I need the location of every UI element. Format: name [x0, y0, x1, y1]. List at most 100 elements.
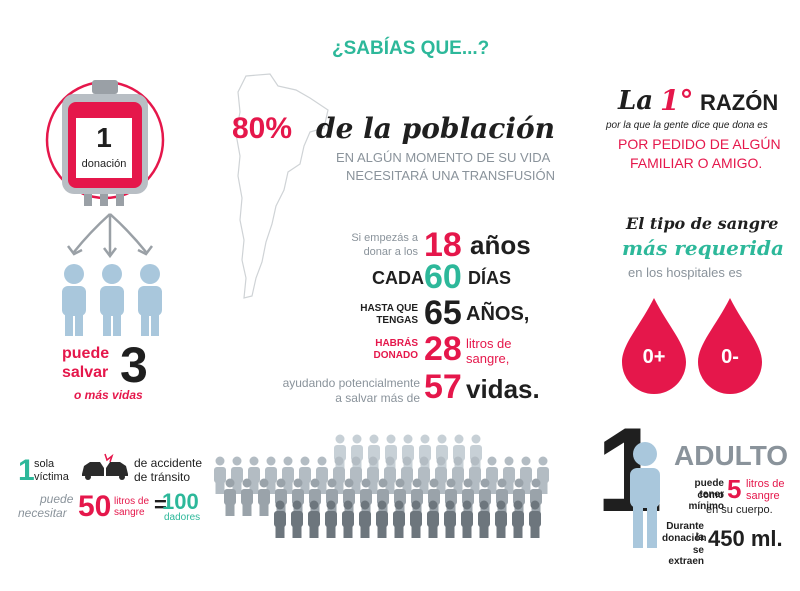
reason-la: La: [618, 86, 654, 116]
save-count: 3: [120, 337, 148, 393]
crowd-person-icon: [326, 478, 338, 516]
every-label: CADA: [372, 268, 424, 288]
help-num: 57: [424, 368, 462, 406]
every-num: 60: [424, 258, 462, 296]
bloodtype-line3: en los hospitales es: [628, 265, 743, 280]
crowd-person-icon: [384, 456, 396, 494]
crowd-person-icon: [495, 500, 507, 538]
crowd-icon: [214, 434, 549, 538]
adult-title: ADULTO: [674, 440, 789, 471]
reason-answer2: FAMILIAR O AMIGO.: [630, 155, 763, 171]
crowd-person-icon: [496, 478, 508, 516]
save-line2: salvar: [62, 364, 109, 381]
header-title: ¿SABÍAS QUE...?: [332, 38, 490, 59]
blood-bag-icon: [45, 80, 165, 206]
crowd-person-icon: [411, 478, 423, 516]
crowd-person-icon: [368, 434, 380, 472]
crowd-person-icon: [231, 456, 243, 494]
blood-drop-icon: [622, 298, 686, 394]
adult-during3: se extraen: [668, 545, 704, 567]
adult-body: en su cuerpo.: [706, 504, 773, 516]
car-crash-icon: [82, 453, 128, 480]
crowd-person-icon: [224, 478, 236, 516]
accident-num: 1: [18, 454, 35, 487]
arrows-icon: [67, 213, 153, 259]
crowd-person-icon: [265, 456, 277, 494]
population-sub1: EN ALGÚN MOMENTO DE SU VIDA: [336, 150, 551, 165]
accident-small2: víctima: [34, 471, 69, 483]
crowd-person-icon: [376, 500, 388, 538]
bloodtype-line2: más requerida: [622, 236, 784, 260]
crowd-person-icon: [520, 456, 532, 494]
blood-drop-icon: [698, 298, 762, 394]
crowd-person-icon: [275, 478, 287, 516]
crowd-person-icon: [214, 456, 226, 494]
population-phrase: de la población: [316, 112, 555, 145]
crowd-person-icon: [452, 456, 464, 494]
adult-amount: 450 ml.: [708, 526, 783, 551]
crowd-person-icon: [529, 500, 541, 538]
total-small1: HABRÁS: [375, 338, 418, 349]
total-unit1: litros de: [466, 336, 512, 351]
crowd-person-icon: [241, 478, 253, 516]
adult-have1: puede tener: [694, 478, 724, 500]
crowd-person-icon: [291, 500, 303, 538]
crowd-person-icon: [308, 500, 320, 538]
crowd-person-icon: [334, 434, 346, 472]
crowd-person-icon: [479, 478, 491, 516]
crowd-person-icon: [435, 456, 447, 494]
save-line1: puede: [62, 345, 110, 362]
population-sub2: NECESITARÁ UNA TRANSFUSIÓN: [346, 168, 555, 183]
crowd-person-icon: [342, 500, 354, 538]
until-num: 65: [424, 294, 462, 332]
bag-label: donación: [81, 158, 127, 170]
adult-have2: como mínimo: [688, 490, 724, 512]
crowd-person-icon: [248, 456, 260, 494]
accident-donors: 100: [162, 489, 199, 514]
crowd-person-icon: [350, 456, 362, 494]
crowd-person-icon: [537, 456, 549, 494]
crowd-person-icon: [462, 478, 474, 516]
crowd-person-icon: [469, 456, 481, 494]
reason-num: 1°: [660, 84, 694, 117]
reason-sub: por la que la gente dice que dona es: [606, 120, 768, 131]
adult-during2: donación: [662, 533, 707, 544]
crowd-person-icon: [461, 500, 473, 538]
crowd-person-icon: [351, 434, 363, 472]
crowd-person-icon: [274, 500, 286, 538]
people-icon: [62, 264, 162, 336]
crowd-person-icon: [401, 456, 413, 494]
accident-equals: =: [154, 492, 167, 517]
crowd-person-icon: [530, 478, 542, 516]
crowd-person-icon: [478, 500, 490, 538]
crowd-person-icon: [258, 478, 270, 516]
crowd-person-icon: [427, 500, 439, 538]
until-small1: HASTA QUE: [360, 303, 418, 314]
crowd-person-icon: [410, 500, 422, 538]
help-small2: a salvar más de: [335, 391, 420, 405]
crowd-person-icon: [513, 478, 525, 516]
crowd-person-icon: [325, 500, 337, 538]
accident-need1: puede: [40, 492, 74, 506]
crowd-person-icon: [486, 456, 498, 494]
crowd-person-icon: [292, 478, 304, 516]
start-unit: años: [470, 230, 531, 260]
bloodtype-type2: 0-: [721, 346, 739, 368]
reason-word: RAZÓN: [700, 90, 779, 115]
start-small2: donar a los: [363, 246, 418, 258]
adult-liters: 5: [727, 474, 742, 504]
total-small2: DONADO: [373, 350, 418, 361]
crowd-person-icon: [360, 478, 372, 516]
crowd-person-icon: [436, 434, 448, 472]
adult-liters-unit1: litros de: [746, 478, 785, 490]
adult-during1: Durante la: [666, 521, 704, 543]
until-small2: TENGAS: [376, 315, 418, 326]
start-small1: Si empezás a: [351, 232, 418, 244]
accident-liters-unit1: litros de: [114, 496, 150, 507]
blood-bag: 1 donación: [40, 78, 170, 218]
crowd-person-icon: [418, 456, 430, 494]
save-line3: o más vidas: [74, 388, 143, 402]
reason-answer1: POR PEDIDO DE ALGÚN: [618, 136, 781, 152]
crowd-person-icon: [428, 478, 440, 516]
accident-need2: necesitar: [18, 506, 67, 520]
